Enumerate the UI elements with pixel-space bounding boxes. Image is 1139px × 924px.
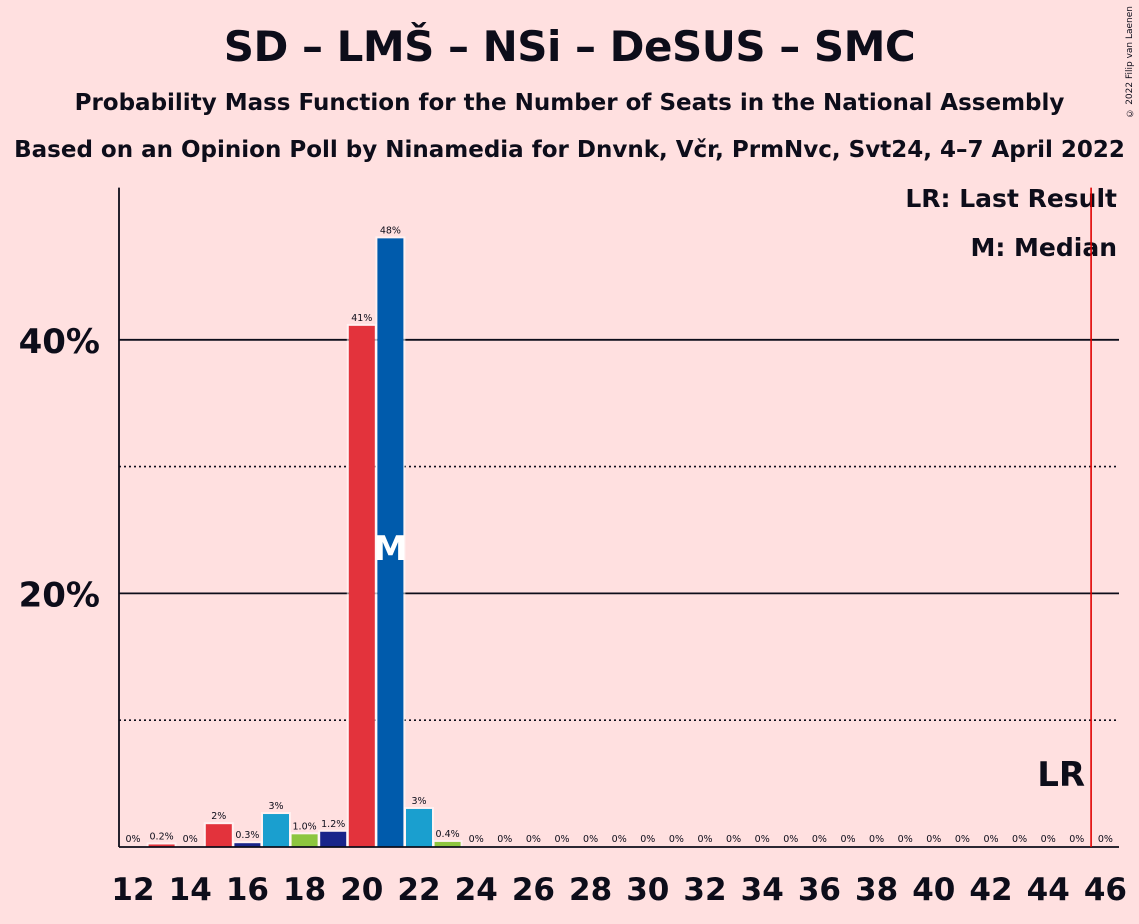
- x-tick-label: 26: [512, 872, 555, 908]
- seat-bar: [291, 834, 318, 847]
- bar-value-label: 0%: [726, 834, 741, 845]
- x-tick-label: 38: [855, 872, 898, 908]
- bar-value-label: 0%: [125, 834, 140, 845]
- bar-value-label: 0%: [612, 834, 627, 845]
- bar-value-label: 0%: [983, 834, 998, 845]
- bar-value-label: 0%: [755, 834, 770, 845]
- x-tick-label: 22: [397, 872, 440, 908]
- seat-bar: [263, 814, 289, 847]
- bar-value-label: 48%: [380, 225, 401, 236]
- bar-value-label: 0%: [955, 834, 970, 845]
- seat-bar: [348, 325, 375, 847]
- chart-source: Based on an Opinion Poll by Ninamedia fo…: [14, 137, 1125, 163]
- bar-value-label: 0.2%: [150, 831, 174, 842]
- x-tick-label: 16: [226, 872, 269, 908]
- x-tick-label: 28: [569, 872, 612, 908]
- x-tick-label: 46: [1084, 872, 1127, 908]
- bar-value-label: 0%: [554, 834, 569, 845]
- last-result-marker: LR: [1037, 755, 1085, 795]
- bar-value-label: 0%: [1041, 834, 1056, 845]
- bar-value-label: 0%: [640, 834, 655, 845]
- x-tick-label: 30: [626, 872, 669, 908]
- x-tick-label: 18: [283, 872, 326, 908]
- seat-bar: [434, 841, 461, 847]
- x-tick-label: 44: [1027, 872, 1070, 908]
- bar-value-label: 0%: [497, 834, 512, 845]
- bar-value-label: 1.0%: [293, 821, 317, 832]
- bar-value-label: 0%: [1012, 834, 1027, 845]
- bar-value-label: 0%: [1098, 834, 1113, 845]
- x-tick-label: 34: [741, 872, 784, 908]
- x-tick-label: 32: [683, 872, 726, 908]
- x-tick-label: 42: [969, 872, 1012, 908]
- x-tick-label: 14: [169, 872, 212, 908]
- bar-value-label: 1.2%: [321, 819, 345, 830]
- x-tick-label: 36: [798, 872, 841, 908]
- x-tick-label: 24: [455, 872, 498, 908]
- median-marker: M: [373, 529, 407, 569]
- bar-value-label: 0%: [183, 834, 198, 845]
- bar-value-label: 0%: [898, 834, 913, 845]
- bar-value-label: 0%: [812, 834, 827, 845]
- bar-value-label: 0%: [697, 834, 712, 845]
- x-tick-label: 20: [340, 872, 383, 908]
- y-tick-label: 40%: [19, 322, 100, 362]
- bar-value-label: 0%: [583, 834, 598, 845]
- bar-value-label: 0.3%: [235, 830, 259, 841]
- bar-value-label: 0%: [1069, 834, 1084, 845]
- x-tick-label: 40: [912, 872, 955, 908]
- bar-value-label: 0%: [783, 834, 798, 845]
- seat-bar: [205, 824, 232, 847]
- bar-value-label: 2%: [211, 811, 226, 822]
- seat-bar: [148, 844, 175, 847]
- x-tick-label: 12: [111, 872, 154, 908]
- bar-value-label: 0%: [926, 834, 941, 845]
- chart-title: SD – LMŠ – NSi – DeSUS – SMC: [223, 22, 916, 71]
- legend-last-result: LR: Last Result: [905, 184, 1117, 213]
- bar-value-label: 3%: [411, 796, 426, 807]
- bar-value-label: 3%: [268, 801, 283, 812]
- bar-value-label: 0%: [869, 834, 884, 845]
- chart-subtitle: Probability Mass Function for the Number…: [74, 90, 1065, 116]
- legend-median: M: Median: [970, 233, 1117, 262]
- bar-value-label: 0%: [469, 834, 484, 845]
- bar-value-label: 0%: [669, 834, 684, 845]
- seat-bar: [377, 238, 404, 848]
- seat-bar: [320, 831, 347, 847]
- seat-bar: [234, 843, 261, 847]
- bar-value-label: 0%: [526, 834, 541, 845]
- bar-value-label: 0%: [840, 834, 855, 845]
- bar-value-label: 0.4%: [436, 829, 460, 840]
- seat-bar: [406, 808, 432, 847]
- bar-value-label: 41%: [351, 313, 372, 324]
- y-tick-label: 20%: [19, 575, 100, 615]
